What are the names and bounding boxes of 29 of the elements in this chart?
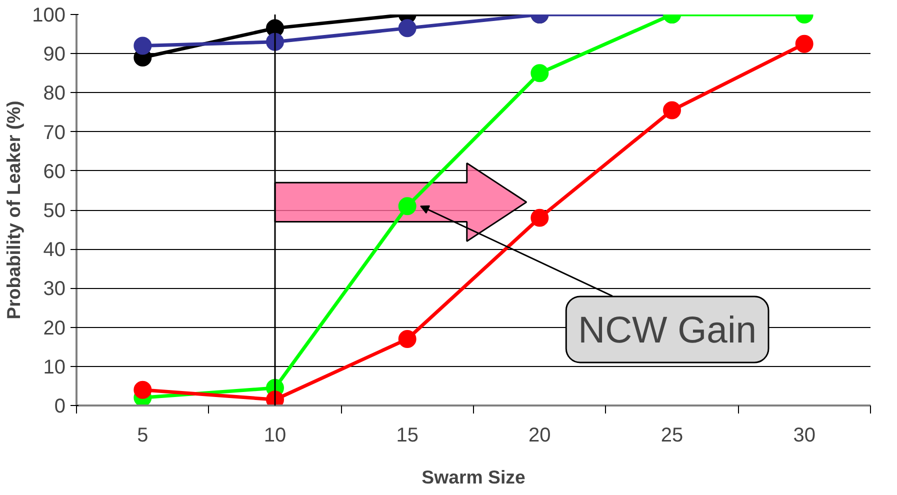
y-tick-label: 40: [43, 239, 66, 262]
x-tick-label: 15: [396, 424, 418, 446]
point: [398, 330, 416, 348]
y-tick-label: 10: [43, 356, 66, 378]
annotation: NCW Gain: [578, 308, 757, 350]
y-tick-label: 0: [54, 396, 66, 418]
point: [795, 34, 814, 53]
x-tick-label: 30: [793, 424, 816, 446]
y-tick-label: 20: [43, 317, 66, 340]
x-tick-label: 5: [137, 424, 148, 446]
point: [134, 380, 152, 399]
y-tick-label: 90: [43, 44, 66, 66]
x-tick-label: 10: [264, 424, 286, 446]
y-tick-label: 70: [43, 122, 66, 144]
point: [663, 101, 681, 120]
point: [530, 208, 549, 227]
y-tick-label: 100: [32, 4, 66, 26]
x-tick-label: 25: [660, 424, 684, 446]
point: [398, 19, 416, 38]
x-axis-title: Swarm Size: [422, 466, 526, 488]
y-tick-label: 50: [43, 200, 66, 222]
y-axis-title: Probability of Leaker (%): [3, 100, 24, 320]
point: [530, 64, 549, 82]
point: [134, 36, 152, 55]
x-tick-label: 20: [528, 424, 551, 446]
y-tick-label: 60: [43, 160, 66, 183]
y-tick-label: 80: [43, 82, 66, 105]
y-tick-label: 30: [43, 278, 66, 300]
point: [398, 197, 416, 216]
